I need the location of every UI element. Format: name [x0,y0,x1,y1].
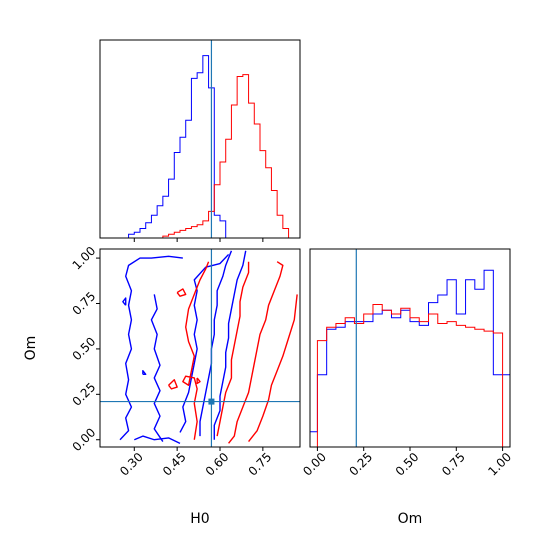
contour-series-1-line-4 [176,288,187,297]
contour-series-1-line-6 [196,377,201,385]
h0-histogram-series-0 [128,55,232,239]
contour-series-1-line-1 [216,261,250,437]
contour-series-0-line-6 [122,297,127,306]
contour-series-0-line-1 [134,435,181,444]
x-axis-label-h0: H0 [190,511,209,527]
contour-series-0-line-2 [150,294,164,442]
om-marginal-frame [309,248,511,448]
contour-series-0-line-7 [142,370,147,376]
joint-frame [99,248,301,448]
h0-histogram-layer [128,55,295,239]
contour-series-0-line-3 [179,253,230,433]
contour-series-1-line-2 [228,261,284,444]
om-histogram-series-1 [316,304,504,447]
contour-series-1-line-5 [168,379,178,390]
contour-layer [119,250,298,444]
h0-marginal-ticks [133,238,264,242]
h0-histogram-series-1 [162,74,295,239]
contour-series-1-line-3 [248,294,298,442]
contour-series-0-line-5 [213,250,247,440]
h0-marginal-panel [99,39,301,242]
truth-marker [208,398,215,405]
y-axis-label-om: Om [23,336,39,361]
contour-series-1-line-0 [182,261,210,440]
x-axis-label-om: Om [398,511,423,527]
h0-marginal-frame [99,39,301,239]
contour-series-0-line-4 [199,250,233,437]
contour-series-0-line-0 [119,255,183,441]
om-histogram-layer [309,269,511,447]
